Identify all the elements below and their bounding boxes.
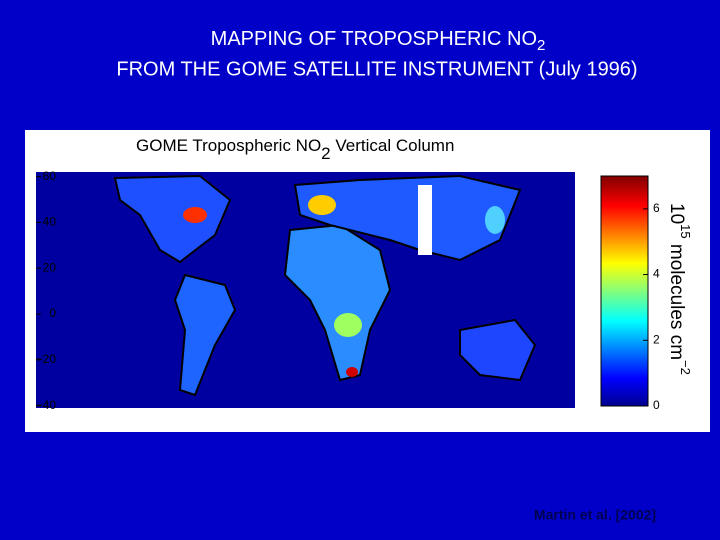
map-title-text: GOME Tropospheric NO — [136, 136, 321, 155]
colorbar-label: 1015 molecules cm−2 — [666, 203, 693, 375]
missing-data — [418, 185, 432, 255]
colorbar-tick-label: 4 — [653, 267, 660, 281]
africa — [283, 223, 392, 382]
hotspot — [183, 207, 207, 223]
y-tick-label: 60 — [43, 169, 57, 183]
hotspot — [334, 313, 362, 337]
colorbar-label-unit: molecules cm — [666, 239, 687, 360]
north-america — [113, 174, 232, 264]
australia — [459, 318, 537, 382]
title-subscript: 2 — [537, 37, 545, 54]
title-text: MAPPING OF TROPOSPHERIC NO — [211, 28, 537, 50]
map-title: GOME Tropospheric NO2 Vertical Column — [136, 136, 454, 163]
colorbar-tick-label: 6 — [653, 201, 660, 215]
colorbar-label-exp: 15 — [678, 224, 693, 238]
y-tick-label: −40 — [36, 398, 57, 412]
eurasia — [293, 174, 522, 262]
hotspot — [308, 195, 336, 215]
hotspot — [485, 206, 505, 234]
colorbar-tick-label: 0 — [653, 398, 660, 412]
map-title-end: Vertical Column — [331, 136, 455, 155]
colorbar-label-unit-exp: −2 — [678, 360, 693, 375]
hotspot — [346, 367, 358, 377]
south-america — [173, 273, 237, 397]
colorbar-label-base: 10 — [666, 203, 687, 224]
y-tick-label: −20 — [36, 352, 57, 366]
map — [36, 172, 575, 408]
y-tick-label: 40 — [43, 215, 57, 229]
y-tick-label: 20 — [43, 260, 57, 274]
colorbar — [600, 175, 649, 407]
y-tick-label: 0 — [49, 306, 56, 320]
slide-subtitle: FROM THE GOME SATELLITE INSTRUMENT (July… — [116, 58, 637, 80]
map-title-subscript: 2 — [321, 144, 330, 163]
colorbar-tick-label: 2 — [653, 332, 660, 346]
citation: Martin et al. [2002] — [534, 507, 656, 523]
slide-title: MAPPING OF TROPOSPHERIC NO2 — [211, 28, 546, 54]
